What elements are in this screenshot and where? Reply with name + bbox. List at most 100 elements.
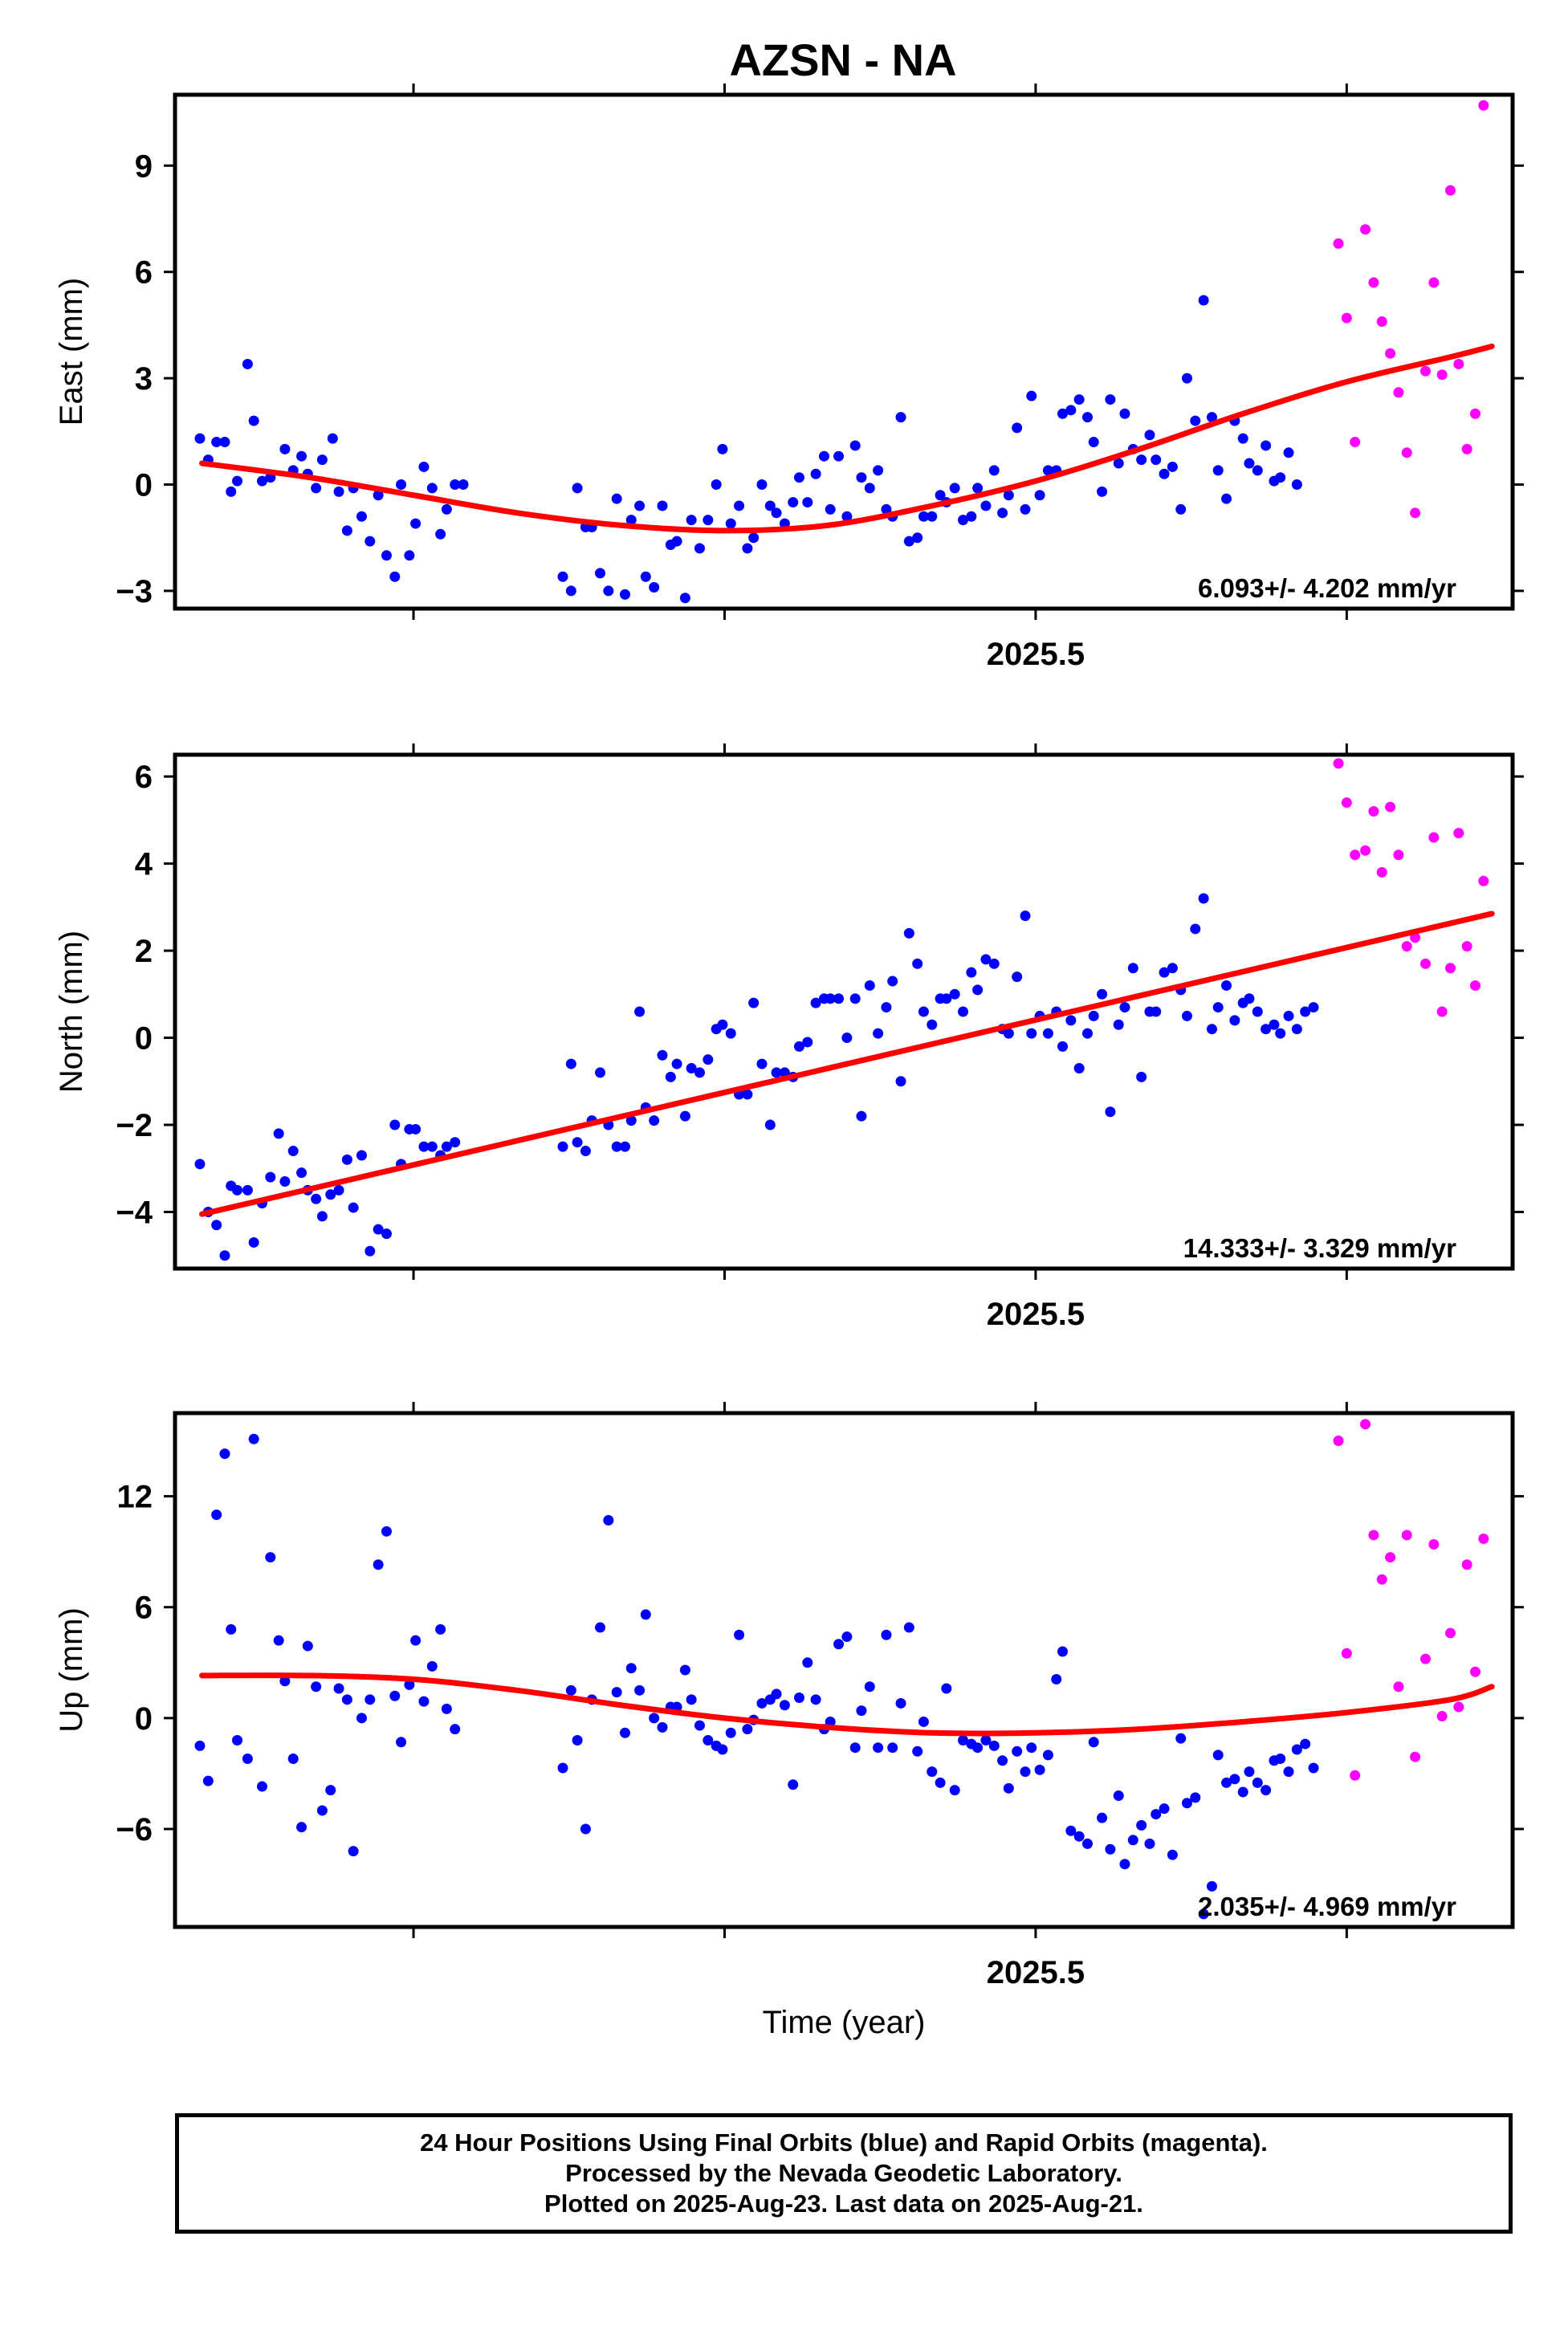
up-final-point-26	[396, 1737, 407, 1748]
north-final-point-78	[895, 1076, 906, 1087]
north-final-point-28	[410, 1123, 422, 1134]
east-final-point-64	[788, 497, 799, 508]
east-final-point-78	[895, 412, 906, 423]
north-final-point-111	[1151, 1006, 1162, 1017]
north-final-point-67	[810, 997, 821, 1008]
up-final-point-18	[333, 1683, 344, 1694]
east-panel: −3 0 3 6 9 2025.5 East (mm) 6.093+/- 4.202 mm/y…	[54, 84, 1524, 672]
north-final-point-11	[279, 1176, 291, 1187]
east-rapid-point-5	[1376, 316, 1387, 327]
north-final-point-70	[833, 993, 845, 1004]
up-final-point-23	[373, 1559, 384, 1570]
east-final-point-70	[833, 450, 845, 462]
east-final-point-57	[734, 500, 745, 511]
up-final-point-112	[1159, 1803, 1170, 1815]
up-final-point-42	[619, 1727, 630, 1738]
east-final-point-125	[1261, 440, 1272, 451]
up-final-point-10	[273, 1635, 284, 1646]
north-ytick-label-4: 4	[135, 847, 153, 882]
east-final-point-106	[1113, 458, 1124, 469]
north-final-point-20	[348, 1202, 359, 1213]
east-final-point-46	[649, 582, 660, 593]
north-final-point-18	[333, 1184, 344, 1196]
up-final-point-30	[426, 1660, 438, 1672]
up-final-point-103	[1088, 1737, 1099, 1748]
north-rapid-point-14	[1453, 828, 1464, 839]
up-final-point-101	[1073, 1831, 1085, 1842]
up-final-point-9	[265, 1552, 276, 1563]
east-final-point-23	[381, 550, 392, 561]
up-final-point-4	[226, 1623, 237, 1635]
north-final-point-23	[373, 1224, 384, 1235]
up-final-point-66	[802, 1657, 813, 1668]
east-final-point-129	[1291, 479, 1302, 491]
north-final-point-94	[1020, 910, 1031, 922]
north-final-point-113	[1167, 963, 1178, 974]
east-final-point-96	[1034, 490, 1045, 501]
east-final-point-112	[1159, 468, 1170, 479]
north-final-point-7	[248, 1236, 259, 1248]
up-final-point-37	[580, 1823, 591, 1835]
east-frame	[173, 92, 1515, 611]
east-final-point-100	[1065, 405, 1077, 416]
north-final-point-62	[771, 1067, 782, 1078]
north-final-point-86	[958, 1006, 969, 1017]
east-final-point-33	[458, 479, 469, 491]
east-xtick-label: 2025.5	[987, 637, 1085, 672]
up-ytick-label-3: 12	[117, 1480, 153, 1515]
up-final-point-89	[980, 1734, 992, 1745]
east-final-point-32	[450, 479, 461, 491]
north-final-point-47	[657, 1049, 668, 1061]
east-final-point-97	[1042, 465, 1053, 476]
up-rapid-point-14	[1453, 1701, 1464, 1713]
north-final-point-72	[849, 993, 861, 1004]
up-final-point-43	[625, 1663, 637, 1674]
up-final-point-25	[389, 1690, 401, 1701]
north-final-point-116	[1190, 923, 1201, 935]
up-rapid-point-1	[1341, 1648, 1352, 1659]
north-final-point-115	[1181, 1010, 1192, 1021]
up-final-point-82	[927, 1766, 938, 1778]
east-rapid-point-17	[1478, 100, 1489, 111]
east-final-point-90	[988, 465, 1000, 476]
north-final-point-10	[273, 1128, 284, 1139]
north-rapid-point-4	[1368, 806, 1379, 817]
up-final-point-45	[640, 1609, 651, 1620]
east-final-point-39	[595, 568, 606, 579]
up-final-point-6	[242, 1754, 253, 1765]
up-points	[194, 1419, 1489, 1920]
north-final-point-105	[1105, 1106, 1116, 1118]
up-final-point-105	[1105, 1843, 1116, 1855]
north-rapid-point-15	[1461, 941, 1472, 952]
north-rapid-point-8	[1401, 941, 1412, 952]
up-rapid-point-16	[1470, 1666, 1481, 1677]
north-final-point-17	[325, 1189, 336, 1200]
up-rapid-point-13	[1445, 1627, 1456, 1639]
north-final-point-29	[418, 1141, 430, 1152]
north-final-point-19	[341, 1154, 352, 1165]
up-final-point-80	[912, 1745, 923, 1757]
up-final-point-75	[873, 1742, 884, 1754]
north-final-point-9	[265, 1171, 276, 1183]
up-final-point-40	[603, 1515, 614, 1526]
east-final-point-115	[1181, 373, 1192, 384]
up-final-point-13	[296, 1822, 307, 1833]
east-final-point-24	[389, 571, 401, 582]
north-final-point-21	[356, 1150, 367, 1161]
north-final-point-89	[980, 954, 992, 965]
north-rapid-point-2	[1350, 849, 1361, 861]
east-rapid-point-7	[1393, 387, 1404, 398]
chart-canvas: −3 0 3 6 9 2025.5 East (mm) 6.093+/- 4.202 mm/y…	[54, 84, 1524, 2040]
east-final-point-36	[572, 483, 583, 494]
north-final-point-41	[611, 1141, 622, 1152]
north-rapid-point-0	[1333, 758, 1344, 769]
north-final-point-30	[426, 1141, 438, 1152]
north-final-point-43	[625, 1115, 637, 1126]
up-final-point-93	[1012, 1745, 1023, 1757]
north-final-point-73	[856, 1110, 867, 1122]
east-final-point-71	[841, 511, 853, 522]
east-final-point-123	[1244, 458, 1255, 469]
up-final-point-76	[881, 1629, 892, 1640]
up-final-point-97	[1042, 1750, 1053, 1761]
north-ytick-label-3: 2	[135, 934, 153, 969]
